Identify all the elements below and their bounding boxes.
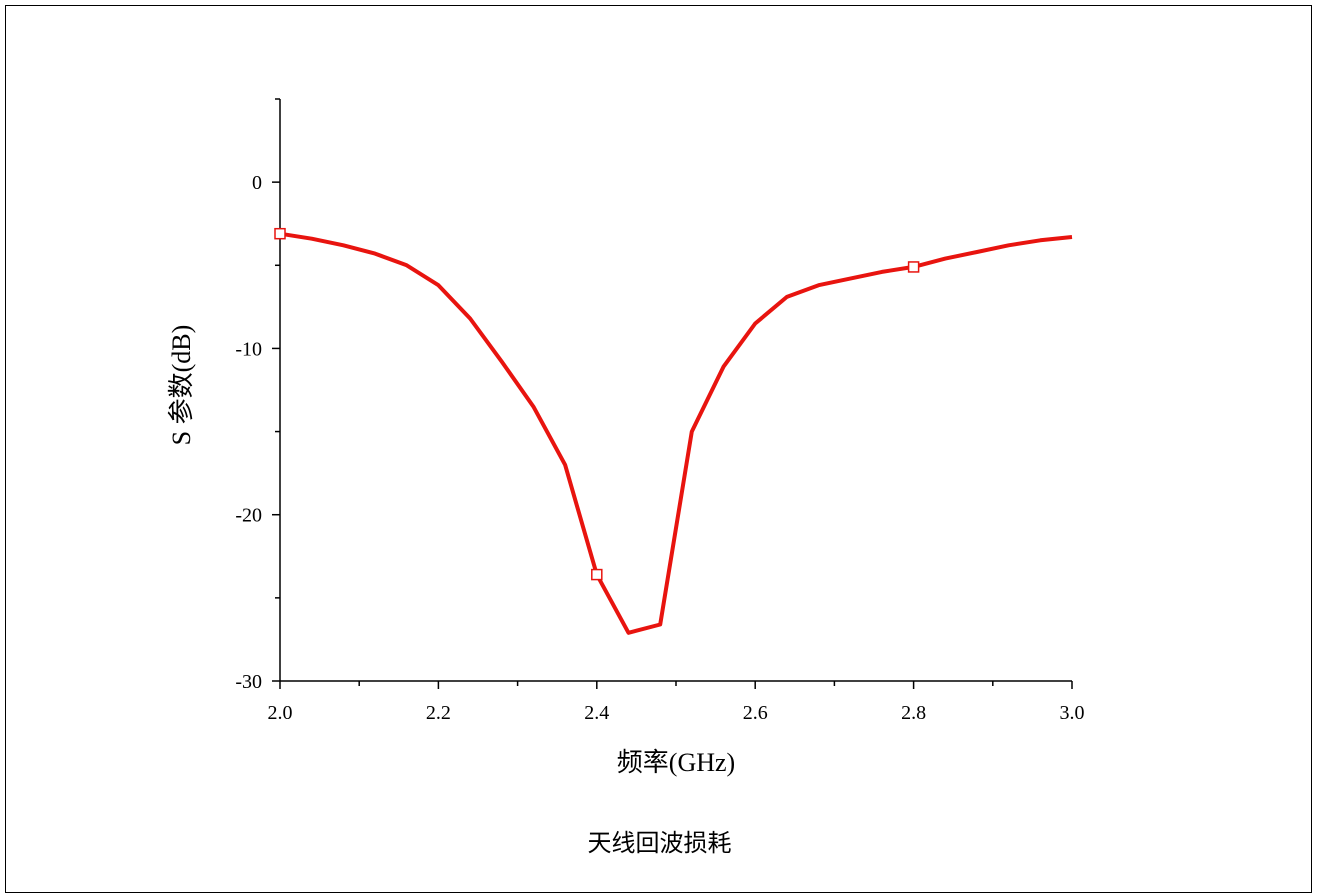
x-ticks: 2.0 2.2 2.4 2.6 2.8 3.0 — [268, 681, 1085, 724]
data-marker — [907, 261, 920, 273]
x-axis-title: 频率(GHz) — [617, 748, 735, 777]
series-line — [279, 231, 1073, 635]
x-tick-label: 2.6 — [743, 702, 768, 724]
y-tick-label: -30 — [235, 671, 262, 693]
y-tick-label: 0 — [252, 172, 262, 194]
data-marker — [591, 568, 603, 581]
series-layer — [274, 227, 1073, 635]
axes — [279, 99, 1072, 682]
data-marker — [274, 227, 286, 240]
y-axis-title: S 参数(dB) — [167, 325, 196, 446]
x-tick-label: 2.4 — [584, 702, 609, 724]
x-tick-label: 2.0 — [268, 702, 293, 724]
y-tick-label: -10 — [235, 338, 262, 360]
x-tick-label: 2.2 — [426, 702, 451, 724]
x-tick-label: 2.8 — [901, 702, 926, 724]
x-tick-label: 3.0 — [1060, 702, 1085, 724]
y-ticks: 0 -10 -20 -30 — [235, 98, 280, 693]
figure-frame — [5, 5, 1312, 893]
y-tick-label: -20 — [235, 505, 262, 527]
figure-caption: 天线回波损耗 — [587, 829, 732, 857]
